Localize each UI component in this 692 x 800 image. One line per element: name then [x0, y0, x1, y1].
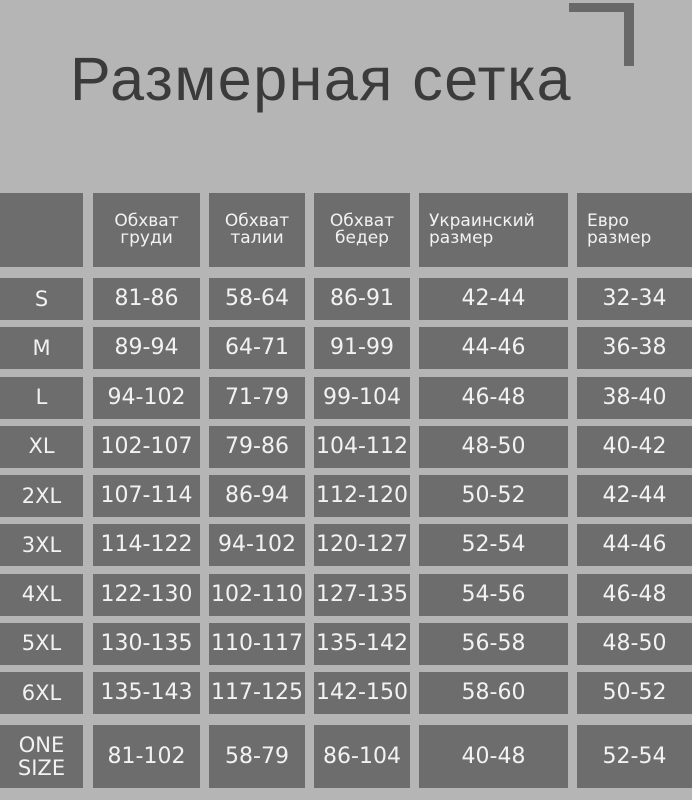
cell-eu-size: 40-42	[577, 425, 692, 468]
cell-eu-size: 46-48	[577, 573, 692, 616]
size-label-cell: S	[0, 278, 83, 320]
size-label-cell: L	[0, 376, 83, 419]
cell-eu-size: 42-44	[577, 475, 692, 517]
cell-hips: 112-120	[314, 475, 410, 517]
cell-waist: 102-110	[209, 573, 305, 616]
cell-waist: 58-79	[209, 725, 305, 788]
cell-hips: 99-104	[314, 376, 410, 419]
header-cell-chest: Обхват груди	[93, 193, 200, 267]
cell-ua-size: 44-46	[419, 327, 568, 370]
page-title: Размерная сетка	[70, 45, 573, 113]
cell-hips: 135-142	[314, 622, 410, 665]
cell-chest: 107-114	[93, 475, 200, 517]
size-label-cell: 4XL	[0, 573, 83, 616]
cell-hips: 91-99	[314, 327, 410, 370]
corner-bracket-decoration	[624, 3, 634, 66]
cell-waist: 117-125	[209, 672, 305, 714]
cell-ua-size: 48-50	[419, 425, 568, 468]
cell-hips: 142-150	[314, 672, 410, 714]
cell-ua-size: 46-48	[419, 376, 568, 419]
cell-waist: 86-94	[209, 475, 305, 517]
cell-ua-size: 42-44	[419, 278, 568, 320]
cell-ua-size: 50-52	[419, 475, 568, 517]
cell-eu-size: 38-40	[577, 376, 692, 419]
header-cell-waist: Обхват талии	[209, 193, 305, 267]
cell-hips: 120-127	[314, 524, 410, 567]
size-label-cell: 5XL	[0, 622, 83, 665]
header-cell-size	[0, 193, 83, 267]
cell-waist: 110-117	[209, 622, 305, 665]
cell-eu-size: 52-54	[577, 725, 692, 788]
cell-hips: 86-104	[314, 725, 410, 788]
cell-hips: 86-91	[314, 278, 410, 320]
cell-waist: 58-64	[209, 278, 305, 320]
cell-ua-size: 52-54	[419, 524, 568, 567]
header-cell-ua-size: Украинский размер	[419, 193, 568, 267]
cell-chest: 114-122	[93, 524, 200, 567]
cell-ua-size: 58-60	[419, 672, 568, 714]
cell-chest: 102-107	[93, 425, 200, 468]
cell-hips: 127-135	[314, 573, 410, 616]
size-label-cell: ONE SIZE	[0, 725, 83, 788]
cell-chest: 89-94	[93, 327, 200, 370]
size-label-cell: 2XL	[0, 475, 83, 517]
cell-waist: 64-71	[209, 327, 305, 370]
cell-chest: 135-143	[93, 672, 200, 714]
cell-ua-size: 54-56	[419, 573, 568, 616]
cell-eu-size: 32-34	[577, 278, 692, 320]
size-label-cell: 6XL	[0, 672, 83, 714]
cell-hips: 104-112	[314, 425, 410, 468]
cell-eu-size: 44-46	[577, 524, 692, 567]
cell-chest: 81-86	[93, 278, 200, 320]
cell-chest: 81-102	[93, 725, 200, 788]
cell-chest: 130-135	[93, 622, 200, 665]
cell-ua-size: 40-48	[419, 725, 568, 788]
cell-eu-size: 48-50	[577, 622, 692, 665]
header-cell-hips: Обхват бедер	[314, 193, 410, 267]
size-label-cell: M	[0, 327, 83, 370]
cell-chest: 122-130	[93, 573, 200, 616]
header-cell-eu-size: Евро размер	[577, 193, 692, 267]
cell-eu-size: 50-52	[577, 672, 692, 714]
cell-chest: 94-102	[93, 376, 200, 419]
size-label-cell: XL	[0, 425, 83, 468]
corner-bracket-decoration	[569, 3, 634, 12]
size-label-cell: 3XL	[0, 524, 83, 567]
cell-eu-size: 36-38	[577, 327, 692, 370]
cell-waist: 79-86	[209, 425, 305, 468]
cell-waist: 71-79	[209, 376, 305, 419]
cell-ua-size: 56-58	[419, 622, 568, 665]
cell-waist: 94-102	[209, 524, 305, 567]
